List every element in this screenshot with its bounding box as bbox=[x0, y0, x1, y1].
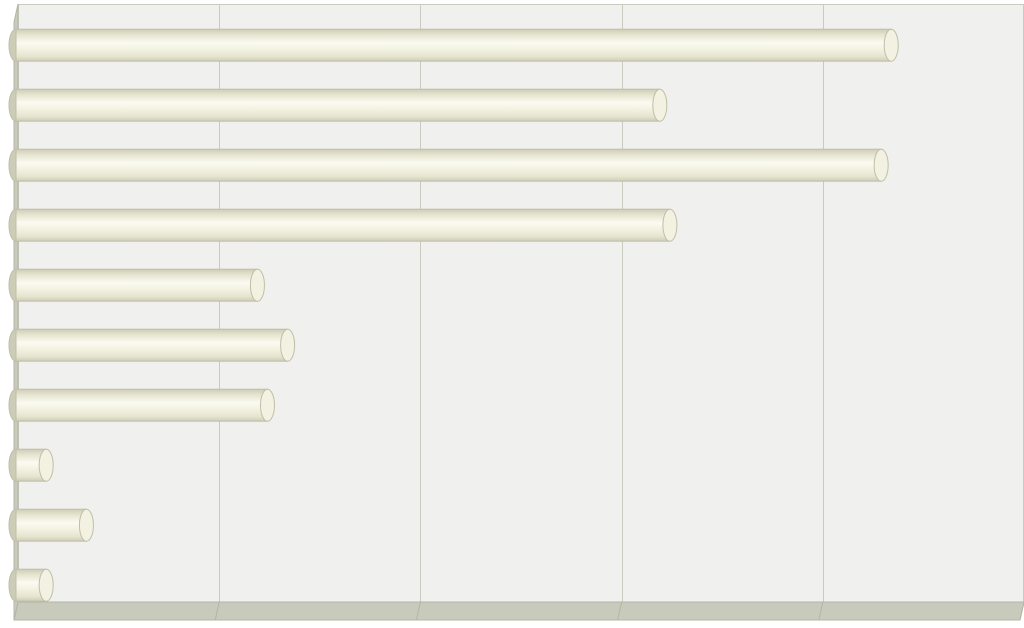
gridline bbox=[420, 5, 421, 603]
gridline bbox=[219, 5, 220, 603]
gridline bbox=[823, 5, 824, 603]
cylinder-bar-chart bbox=[0, 0, 1024, 628]
gridline bbox=[622, 5, 623, 603]
gridline bbox=[18, 5, 19, 603]
plot-back-wall bbox=[18, 4, 1024, 602]
